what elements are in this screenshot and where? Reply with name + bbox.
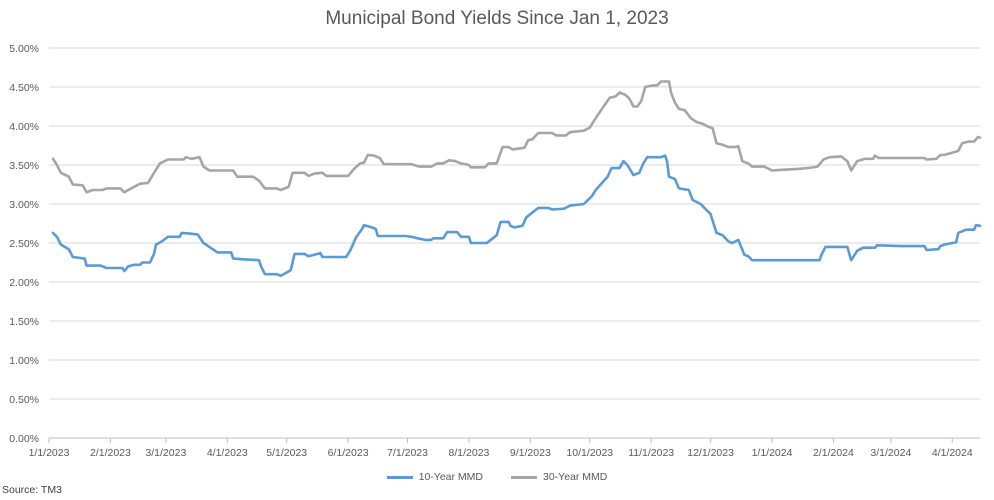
y-tick-label: 1.50% [9,316,39,328]
x-tick-label: 9/1/2023 [510,447,551,459]
y-tick-label: 5.00% [9,43,39,55]
y-tick-label: 4.00% [9,121,39,133]
y-tick-label: 0.00% [9,433,39,445]
x-tick-label: 3/1/2024 [870,447,911,459]
legend-label: 30-Year MMD [543,471,608,483]
x-tick-label: 12/1/2023 [687,447,734,459]
x-tick-label: 2/1/2023 [90,447,131,459]
x-tick-label: 4/1/2023 [207,447,248,459]
y-tick-label: 1.00% [9,355,39,367]
x-tick-label: 7/1/2023 [387,447,428,459]
series-line-10-year [51,154,982,278]
legend-swatch [511,475,537,479]
x-tick-label: 11/1/2023 [628,447,674,459]
source-note: Source: TM3 [2,484,62,496]
y-tick-label: 0.50% [9,394,39,406]
x-tick-label: 1/1/2023 [29,447,70,459]
legend-swatch [386,475,413,479]
x-tick-label: 4/1/2024 [932,447,973,459]
x-tick-label: 5/1/2023 [266,447,307,459]
x-tick-label: 3/1/2023 [145,447,186,459]
y-tick-label: 2.00% [9,277,39,289]
y-tick-label: 2.50% [9,238,39,250]
x-tick-label: 1/1/2024 [752,447,793,459]
x-tick-label: 6/1/2023 [328,447,369,459]
x-tick-label: 10/1/2023 [566,447,613,459]
chart-title: Municipal Bond Yields Since Jan 1, 2023 [325,8,669,29]
series-line-30-year [51,80,982,194]
y-tick-label: 3.50% [9,160,39,172]
y-tick-label: 3.00% [9,199,39,211]
y-tick-label: 4.50% [9,82,39,94]
legend: 10-Year MMD 30-Year MMD [0,471,994,483]
legend-label: 10-Year MMD [418,471,483,483]
x-tick-label: 8/1/2023 [449,447,490,459]
legend-item: 30-Year MMD [511,471,607,483]
legend-item: 10-Year MMD [386,471,483,483]
x-tick-label: 2/1/2024 [813,447,854,459]
